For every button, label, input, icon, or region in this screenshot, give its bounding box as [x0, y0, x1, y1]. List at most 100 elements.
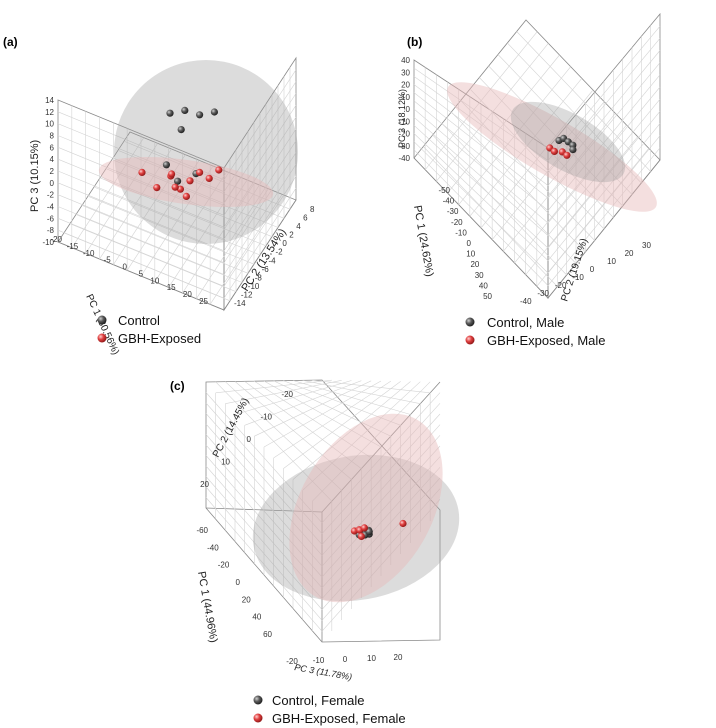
tick-label-pc2: -2	[276, 248, 284, 257]
tick-label-pc2: -20	[555, 281, 567, 290]
data-point-gbh-exposed	[360, 524, 368, 532]
data-point-gbh-exposed	[399, 519, 407, 528]
tick-label-pc3: -4	[47, 203, 55, 212]
tick-label-pc1: 50	[483, 292, 492, 301]
grid-line	[117, 150, 285, 219]
grid-line	[547, 147, 661, 286]
data-point-gbh-exposed	[186, 177, 194, 185]
tick-label-pc2: 0	[282, 239, 287, 248]
tick-label-pc1: -20	[218, 561, 230, 570]
panel-a-label: (a)	[3, 35, 18, 49]
tick-label-pc1: -40	[207, 543, 219, 552]
tick-label-pc1: 40	[479, 281, 488, 290]
tick-label-pc2: -20	[281, 390, 293, 399]
grid-line	[321, 488, 441, 621]
tick-label-pc1: 10	[466, 250, 475, 259]
tick-label-pc1: -40	[443, 197, 455, 206]
data-point-gbh-exposed	[215, 166, 223, 174]
tick-label-pc3: -6	[47, 214, 55, 223]
panel-b-pc1-title: PC 1 (24.62%)	[411, 204, 435, 277]
grid-line	[205, 497, 323, 632]
grid-line	[413, 141, 549, 274]
tick-label-pc1: 25	[199, 297, 208, 306]
tick-label-pc2: 30	[642, 241, 651, 250]
tick-label-pc3: 0	[343, 655, 348, 664]
confidence-ellipse-control	[114, 60, 298, 244]
tick-label-pc3: 20	[401, 81, 410, 90]
tick-label-pc3: 14	[45, 96, 54, 105]
data-point-control	[181, 106, 189, 114]
tick-label-pc1: 0	[467, 239, 472, 248]
tick-label-pc1: 0	[236, 578, 241, 587]
tick-label-pc1: 5	[139, 269, 144, 278]
tick-label-pc2: 6	[303, 214, 308, 223]
tick-label-pc1: 20	[242, 595, 251, 604]
legend-label-gbh-exposed-female: GBH-Exposed, Female	[272, 711, 406, 726]
grid-line	[205, 486, 323, 621]
tick-label-pc2: -10	[248, 282, 260, 291]
tick-label-pc3: -10	[42, 238, 54, 247]
tick-label-pc2: 2	[289, 231, 294, 240]
panel-b-legend: Control, Male GBH-Exposed, Male	[465, 315, 606, 348]
panel-a-pc1-title: PC 1 (30.56%)	[83, 293, 121, 357]
tick-label-pc2: -6	[262, 265, 270, 274]
data-point-control	[162, 161, 170, 169]
tick-label-pc2: 4	[296, 222, 301, 231]
panel-a-legend: Control GBH-Exposed	[97, 313, 201, 346]
tick-label-pc3: 10	[401, 93, 410, 102]
tick-label-pc1: -20	[451, 218, 463, 227]
grid-line	[223, 176, 297, 287]
grid-line	[209, 194, 283, 305]
tick-label-pc2: -4	[269, 256, 277, 265]
tick-label-pc1: 60	[263, 630, 272, 639]
tick-label-pc3: 4	[50, 155, 55, 164]
tick-label-pc2: 20	[625, 249, 634, 258]
panel-b-grid	[413, 12, 661, 300]
tick-label-pc3: 6	[50, 143, 55, 152]
tick-label-pc3: 20	[394, 653, 403, 662]
tick-label-pc3: 0	[406, 105, 411, 114]
tick-label-pc2: -10	[260, 413, 272, 422]
panel-c-legend: Control, Female GBH-Exposed, Female	[253, 693, 406, 726]
grid-line	[123, 140, 291, 210]
grid-line	[516, 31, 651, 172]
panel-c-label: (c)	[170, 379, 185, 393]
data-point-gbh-exposed	[205, 174, 213, 182]
tick-label-pc3: 30	[401, 68, 410, 77]
tick-label-pc2: 10	[221, 458, 230, 467]
data-point-gbh-exposed	[168, 170, 176, 178]
tick-label-pc2: 10	[607, 257, 616, 266]
data-point-gbh-exposed	[550, 147, 559, 155]
tick-label-pc2: -40	[520, 297, 532, 306]
tick-label-pc3: -8	[47, 226, 55, 235]
tick-label-pc1: -20	[50, 235, 62, 244]
tick-label-pc1: -50	[438, 186, 450, 195]
tick-label-pc2: -14	[234, 299, 246, 308]
tick-label-pc2: 8	[310, 205, 315, 214]
data-point-gbh-exposed	[153, 184, 161, 192]
tick-label-pc2: -10	[572, 273, 584, 282]
panel-a-grid	[57, 56, 297, 312]
tick-label-pc3: 8	[50, 132, 55, 141]
panel-c-pc3-title: PC 3 (11.78%)	[294, 662, 353, 682]
tick-label-pc3: -2	[47, 191, 55, 200]
data-point-control	[177, 126, 185, 134]
grid-line	[547, 135, 661, 274]
grid-line	[312, 379, 431, 394]
panel-b-pc3-title: PC 3 (18.12%)	[397, 89, 407, 148]
data-point-control	[569, 146, 577, 154]
panel-a-pc3-title: PC 3 (10.15%)	[29, 140, 41, 212]
tick-label-pc1: 20	[183, 290, 192, 299]
data-point-gbh-exposed	[182, 192, 190, 200]
tick-label-pc1: 40	[252, 613, 261, 622]
tick-label-pc3: 0	[50, 179, 55, 188]
tick-label-pc2: 0	[247, 435, 252, 444]
data-point-gbh-exposed	[138, 168, 146, 176]
tick-label-pc3: 10	[367, 654, 376, 663]
grid-line	[312, 381, 431, 502]
tick-label-pc1: -15	[67, 242, 79, 251]
data-point-gbh-exposed	[563, 151, 571, 159]
tick-label-pc2: -30	[537, 289, 549, 298]
tick-label-pc2: -8	[255, 273, 263, 282]
